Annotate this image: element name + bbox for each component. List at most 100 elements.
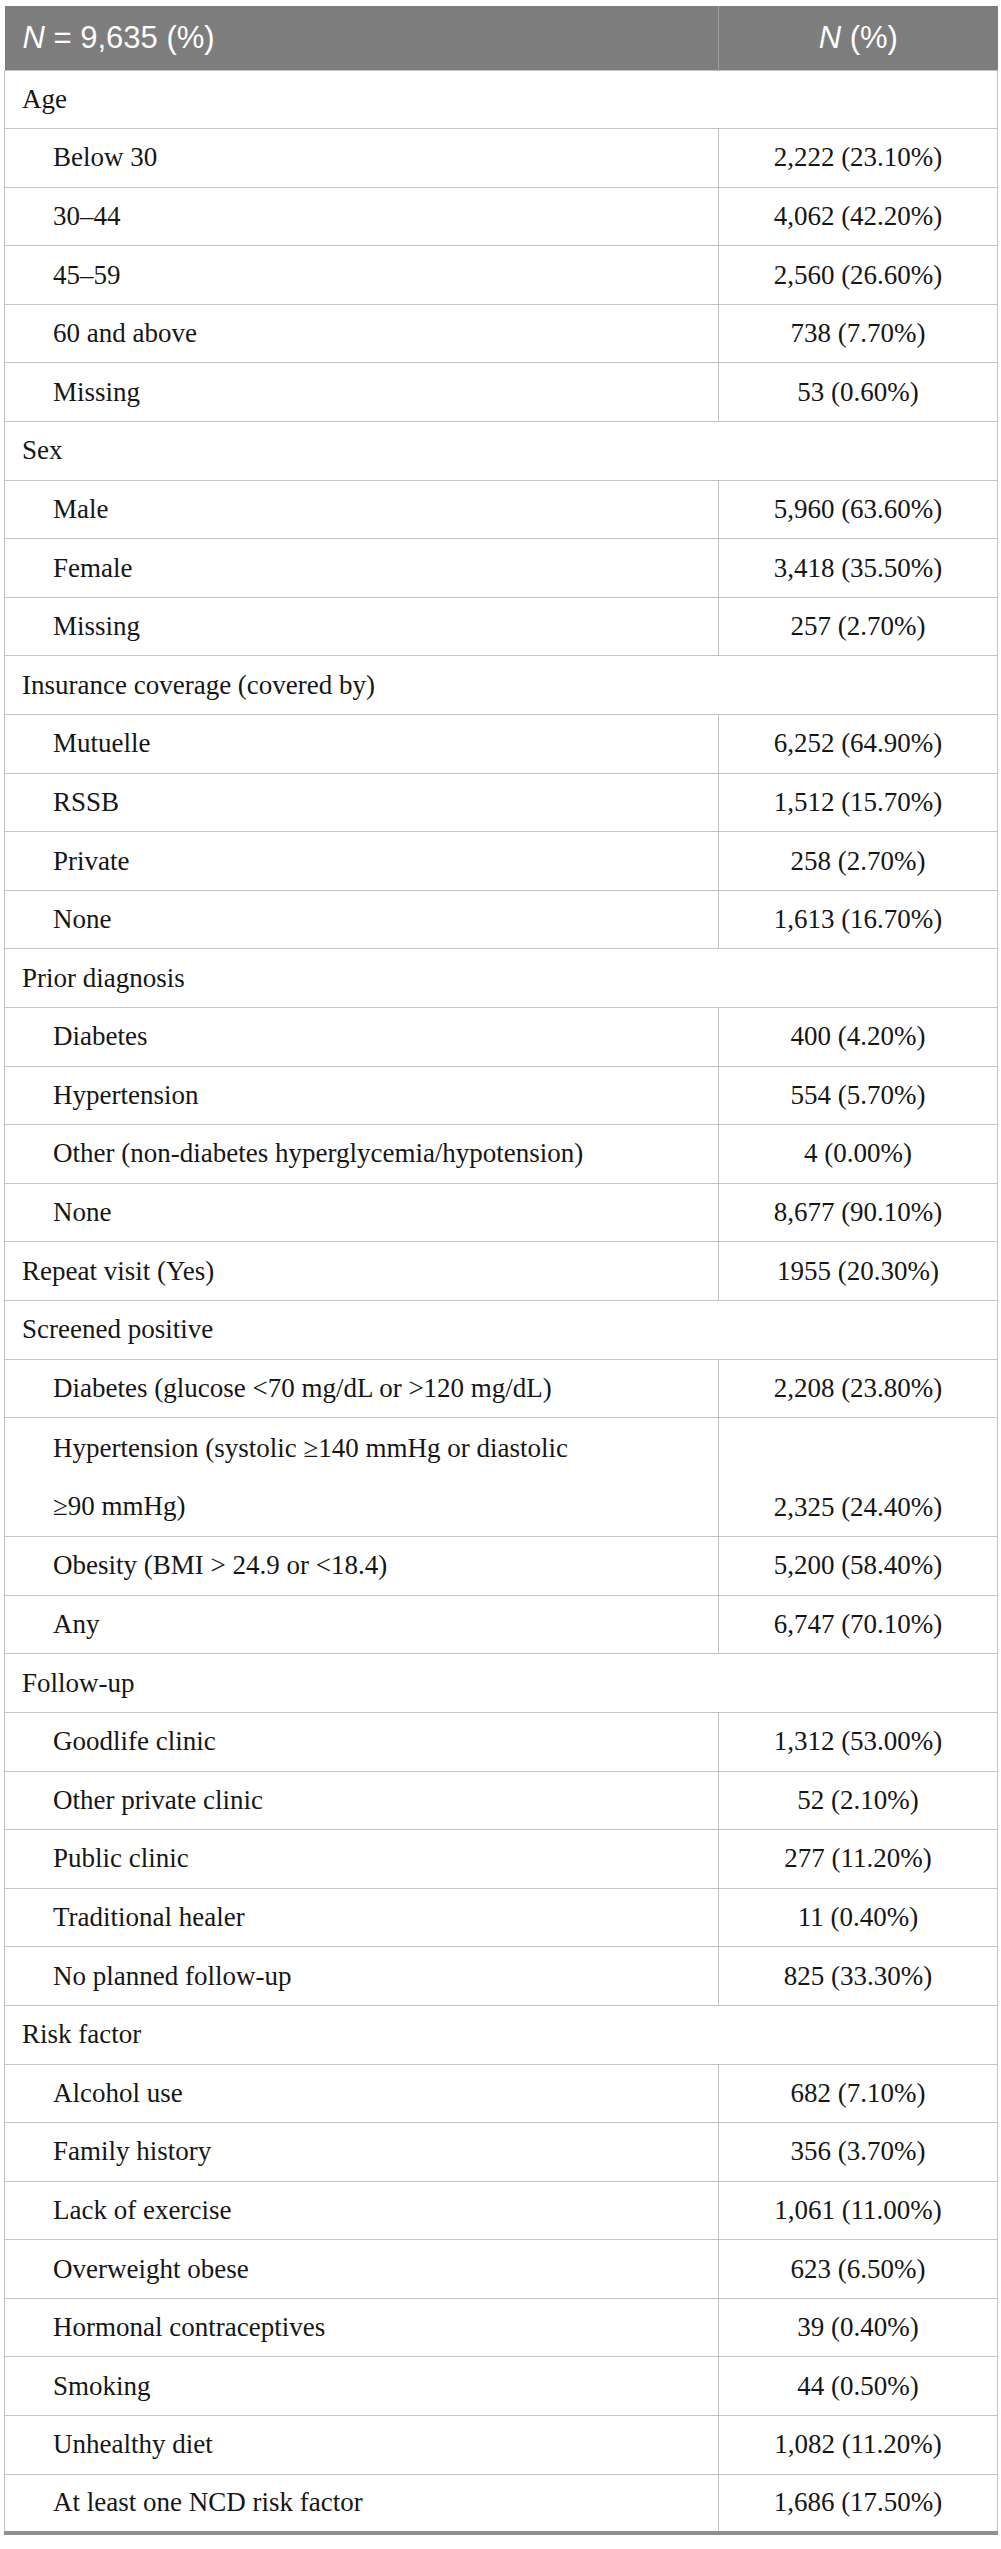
table-row: 30–444,062 (42.20%) [5, 187, 998, 246]
row-label: 45–59 [5, 246, 719, 305]
row-value: 8,677 (90.10%) [719, 1183, 998, 1242]
row-label: Any [5, 1595, 719, 1654]
header-n-symbol: N [819, 20, 841, 55]
table-row: Hypertension (systolic ≥140 mmHg or dias… [5, 1418, 998, 1537]
row-value: 4 (0.00%) [719, 1125, 998, 1184]
table-row: Lack of exercise1,061 (11.00%) [5, 2181, 998, 2240]
row-label: Other (non-diabetes hyperglycemia/hypote… [5, 1125, 719, 1184]
row-label: Hormonal contraceptives [5, 2298, 719, 2357]
row-value: 52 (2.10%) [719, 1771, 998, 1830]
table-row: Public clinic277 (11.20%) [5, 1830, 998, 1889]
row-value: 53 (0.60%) [719, 363, 998, 422]
row-label: Private [5, 832, 719, 891]
row-label: Diabetes [5, 1008, 719, 1067]
row-value: 1,082 (11.20%) [719, 2416, 998, 2475]
row-value: 356 (3.70%) [719, 2123, 998, 2182]
section-row: Sex [5, 422, 998, 481]
table-row: At least one NCD risk factor1,686 (17.50… [5, 2474, 998, 2533]
section-row: Insurance coverage (covered by) [5, 656, 998, 715]
section-label: Insurance coverage (covered by) [5, 656, 998, 715]
row-value: 258 (2.70%) [719, 832, 998, 891]
header-percent-text: (%) [841, 20, 898, 55]
table-row: None1,613 (16.70%) [5, 890, 998, 949]
row-value: 1955 (20.30%) [719, 1242, 998, 1301]
row-label: At least one NCD risk factor [5, 2474, 719, 2533]
table-row: Below 302,222 (23.10%) [5, 129, 998, 188]
table-row: Overweight obese623 (6.50%) [5, 2240, 998, 2299]
table-row: Goodlife clinic1,312 (53.00%) [5, 1712, 998, 1771]
row-value: 2,222 (23.10%) [719, 129, 998, 188]
row-label: Repeat visit (Yes) [5, 1242, 719, 1301]
row-label: No planned follow-up [5, 1947, 719, 2006]
row-label: Traditional healer [5, 1888, 719, 1947]
row-value: 623 (6.50%) [719, 2240, 998, 2299]
table-row: Diabetes (glucose <70 mg/dL or >120 mg/d… [5, 1359, 998, 1418]
section-label: Age [5, 70, 998, 129]
row-value: 2,208 (23.80%) [719, 1359, 998, 1418]
row-value: 400 (4.20%) [719, 1008, 998, 1067]
table-row: Repeat visit (Yes)1955 (20.30%) [5, 1242, 998, 1301]
table-row: Mutuelle6,252 (64.90%) [5, 715, 998, 774]
row-value: 682 (7.10%) [719, 2064, 998, 2123]
table-row: Any6,747 (70.10%) [5, 1595, 998, 1654]
row-value: 3,418 (35.50%) [719, 539, 998, 598]
row-value: 277 (11.20%) [719, 1830, 998, 1889]
table-row: Female3,418 (35.50%) [5, 539, 998, 598]
header-row: N = 9,635 (%) N (%) [5, 6, 998, 70]
section-row: Screened positive [5, 1300, 998, 1359]
row-label: None [5, 1183, 719, 1242]
table-row: Private258 (2.70%) [5, 832, 998, 891]
table-row: None8,677 (90.10%) [5, 1183, 998, 1242]
page: N = 9,635 (%) N (%) AgeBelow 302,222 (23… [0, 0, 1001, 2549]
row-label: 30–44 [5, 187, 719, 246]
table-row: Male5,960 (63.60%) [5, 480, 998, 539]
row-label-line: ≥90 mmHg) [53, 1477, 717, 1535]
section-row: Age [5, 70, 998, 129]
table-row: 60 and above738 (7.70%) [5, 304, 998, 363]
row-value: 5,200 (58.40%) [719, 1537, 998, 1596]
row-label: Below 30 [5, 129, 719, 188]
row-value: 825 (33.30%) [719, 1947, 998, 2006]
row-value: 6,252 (64.90%) [719, 715, 998, 774]
section-label: Screened positive [5, 1300, 998, 1359]
table-row: Traditional healer11 (0.40%) [5, 1888, 998, 1947]
table-row: Other private clinic52 (2.10%) [5, 1771, 998, 1830]
demographics-table: N = 9,635 (%) N (%) AgeBelow 302,222 (23… [4, 6, 998, 2535]
row-label: Missing [5, 363, 719, 422]
row-label: Smoking [5, 2357, 719, 2416]
section-row: Prior diagnosis [5, 949, 998, 1008]
row-label: Female [5, 539, 719, 598]
row-label: Family history [5, 2123, 719, 2182]
row-value: 1,613 (16.70%) [719, 890, 998, 949]
row-label-line: Hypertension (systolic ≥140 mmHg or dias… [53, 1419, 717, 1477]
row-value: 6,747 (70.10%) [719, 1595, 998, 1654]
table-row: No planned follow-up825 (33.30%) [5, 1947, 998, 2006]
section-label: Prior diagnosis [5, 949, 998, 1008]
row-value: 1,312 (53.00%) [719, 1712, 998, 1771]
row-label: Overweight obese [5, 2240, 719, 2299]
row-value: 11 (0.40%) [719, 1888, 998, 1947]
row-label: Obesity (BMI > 24.9 or <18.4) [5, 1537, 719, 1596]
table-row: Family history356 (3.70%) [5, 2123, 998, 2182]
row-label: RSSB [5, 773, 719, 832]
row-value: 738 (7.70%) [719, 304, 998, 363]
table-row: Hypertension554 (5.70%) [5, 1066, 998, 1125]
row-value: 1,686 (17.50%) [719, 2474, 998, 2533]
row-label: Other private clinic [5, 1771, 719, 1830]
row-label: Mutuelle [5, 715, 719, 774]
table-body: AgeBelow 302,222 (23.10%)30–444,062 (42.… [5, 70, 998, 2533]
section-label: Sex [5, 422, 998, 481]
table-row: RSSB1,512 (15.70%) [5, 773, 998, 832]
section-row: Risk factor [5, 2005, 998, 2064]
section-row: Follow-up [5, 1654, 998, 1713]
table-row: Diabetes400 (4.20%) [5, 1008, 998, 1067]
row-label: Alcohol use [5, 2064, 719, 2123]
row-value: 554 (5.70%) [719, 1066, 998, 1125]
header-sample-size-text: = 9,635 (%) [45, 20, 215, 55]
row-label: Unhealthy diet [5, 2416, 719, 2475]
row-label: Male [5, 480, 719, 539]
row-value: 4,062 (42.20%) [719, 187, 998, 246]
table-row: Alcohol use682 (7.10%) [5, 2064, 998, 2123]
row-label: Lack of exercise [5, 2181, 719, 2240]
row-label: None [5, 890, 719, 949]
